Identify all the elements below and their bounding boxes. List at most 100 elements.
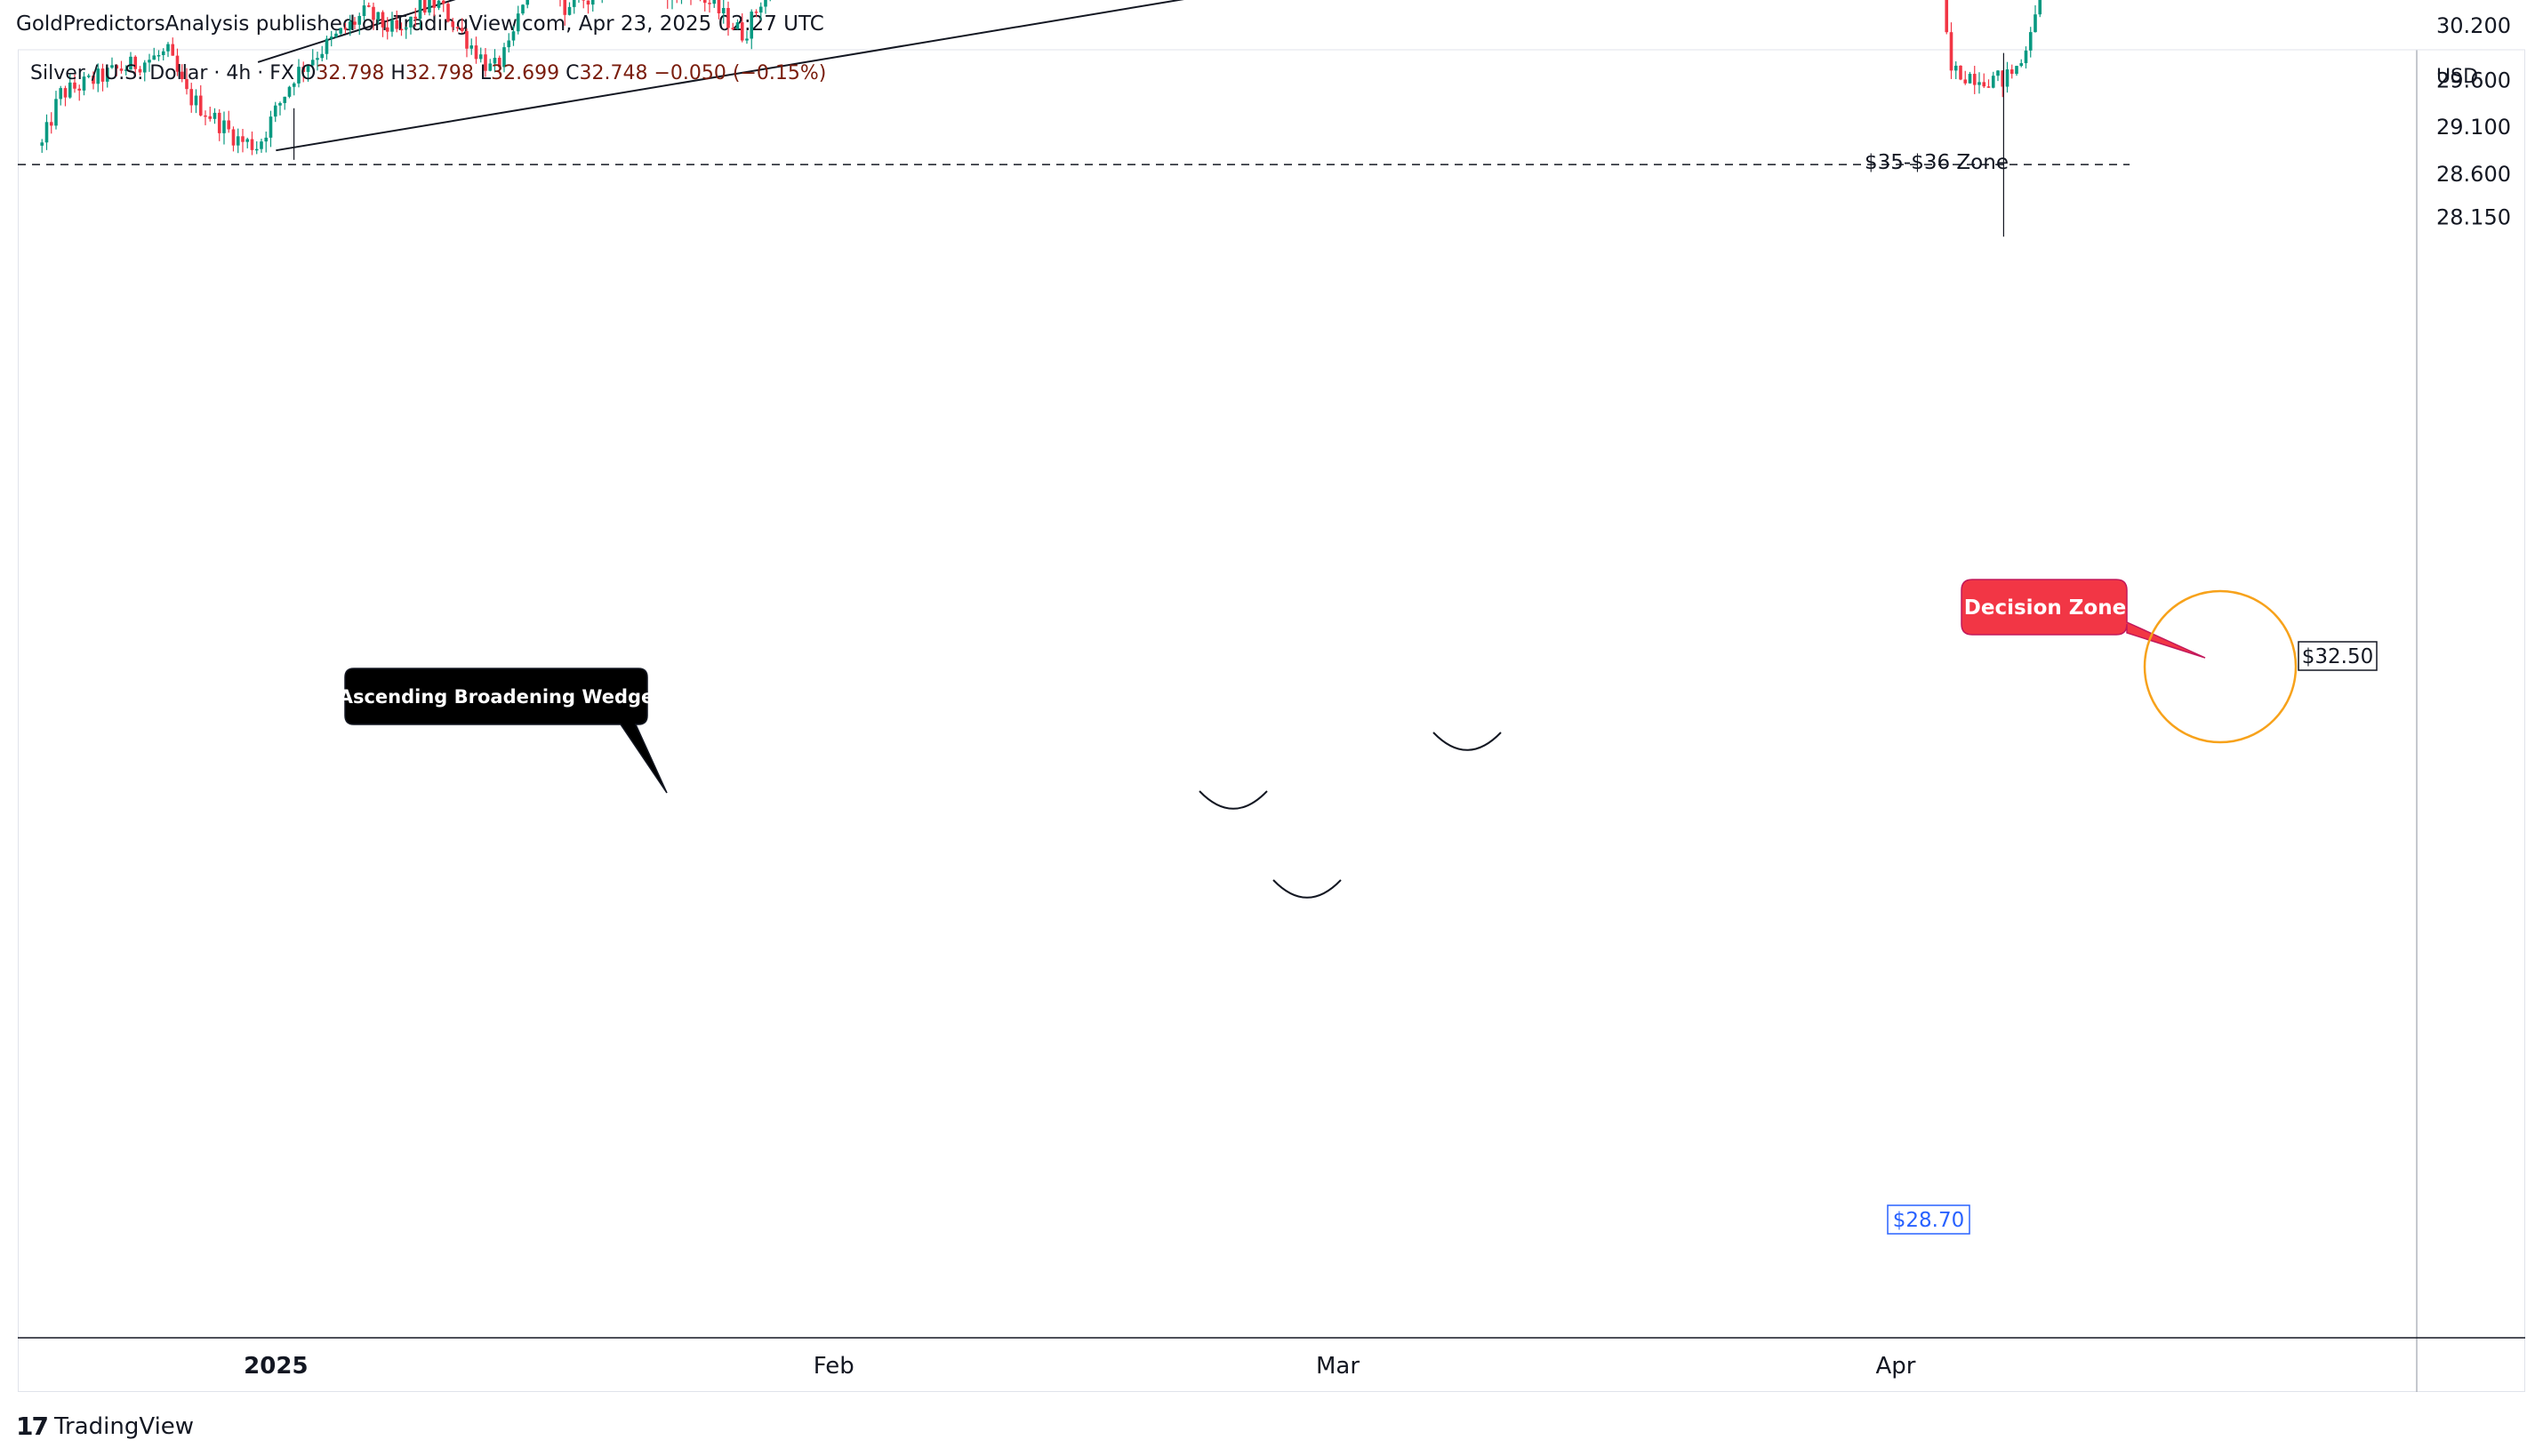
candle-body <box>152 55 156 60</box>
tradingview-logo-text: TradingView <box>53 1412 195 1440</box>
candle-body <box>488 63 493 71</box>
candle-body <box>1968 74 1972 84</box>
wedge-callout-box <box>344 668 668 794</box>
candle-body <box>717 0 721 13</box>
tradingview-logo[interactable]: 17 TradingView <box>16 1412 194 1441</box>
candle-body <box>521 4 525 14</box>
high-value: 32.798 <box>405 62 474 84</box>
time-tick-label: Apr <box>1875 1353 1915 1380</box>
candle-body <box>194 95 198 106</box>
candle-body <box>180 71 184 79</box>
symbol-name[interactable]: Silver / U.S. Dollar · 4h · FX <box>30 62 295 84</box>
price-tick-label: 29.100 <box>2436 115 2511 140</box>
candle-body <box>264 137 269 142</box>
candle-body <box>1959 65 1962 80</box>
candle-body <box>750 12 754 39</box>
candle-body <box>726 8 730 28</box>
candle-body <box>185 78 189 90</box>
candle-body <box>465 31 469 49</box>
price-3250-label: $32.50 <box>2302 645 2373 668</box>
candle-body <box>278 102 282 106</box>
change-value: −0.050 (−0.15%) <box>654 62 827 84</box>
candles[interactable] <box>40 0 2274 237</box>
candle-body <box>754 12 758 13</box>
candle-body <box>1996 70 2000 76</box>
candle-body <box>376 12 381 20</box>
candle-body <box>325 38 329 54</box>
candle-body <box>82 76 86 91</box>
price-axis[interactable]: 37.00036.00035.00034.50034.00033.50033.0… <box>2436 0 2511 229</box>
price-2870-label: $28.70 <box>1893 1209 1964 1232</box>
candle-body <box>525 0 530 5</box>
candle-body <box>586 0 590 5</box>
candle-body <box>366 5 371 7</box>
candle-body <box>590 0 595 5</box>
candle-body <box>105 68 109 82</box>
time-tick-label: 2025 <box>244 1353 308 1380</box>
candle-body <box>390 20 394 32</box>
candle-body <box>712 0 717 4</box>
candle-body <box>432 0 437 8</box>
candle-body <box>63 88 68 98</box>
open-value: 32.798 <box>316 62 385 84</box>
candle-body <box>227 120 231 130</box>
candle-body <box>297 67 301 84</box>
candle-body <box>260 141 263 149</box>
candle-body <box>478 54 483 60</box>
candle-body <box>320 53 325 59</box>
candle-body <box>404 27 408 29</box>
tradingview-logo-icon: 17 <box>16 1412 49 1441</box>
candle-body <box>721 8 726 13</box>
candle-body <box>213 112 217 119</box>
decision-zone-callout-box <box>1961 579 2206 659</box>
candle-body <box>2038 0 2042 15</box>
time-tick-label: Feb <box>814 1353 854 1380</box>
candle-body <box>2010 69 2014 75</box>
candle-body <box>708 3 711 4</box>
candle-body <box>92 76 95 84</box>
time-axis[interactable]: 2025 Feb Mar Apr <box>244 1353 1916 1380</box>
candle-body <box>241 136 245 142</box>
candle-body <box>1945 0 1949 33</box>
candle-body <box>2024 50 2028 64</box>
candle-body <box>236 136 240 146</box>
candle-body <box>124 69 128 71</box>
candle-body <box>1991 76 1995 88</box>
candle-body <box>451 21 455 28</box>
candle-body <box>138 68 142 73</box>
candle-body <box>497 57 501 68</box>
candle-body <box>582 0 586 1</box>
candle-body <box>49 122 53 126</box>
candle-body <box>357 15 362 25</box>
candle-body <box>2034 14 2037 33</box>
candle-body <box>110 65 114 68</box>
candle-body <box>86 76 91 77</box>
candle-body <box>1953 65 1958 71</box>
candle-body <box>572 0 576 7</box>
candle-body <box>142 62 147 73</box>
low-value: 32.699 <box>491 62 560 84</box>
candle-body <box>245 139 250 142</box>
decision-zone-label: Decision Zone <box>1964 596 2126 620</box>
candle-body <box>764 0 767 7</box>
currency-label[interactable]: USD <box>2436 66 2479 88</box>
candle-body <box>469 45 474 49</box>
candle-body <box>372 6 375 20</box>
candle-body <box>516 13 520 32</box>
candle-body <box>735 22 740 29</box>
candle-body <box>269 116 273 138</box>
trendline-upper <box>257 0 456 63</box>
candle-body <box>493 57 497 64</box>
candle-body <box>329 36 333 39</box>
candle-body <box>273 105 277 117</box>
trendline-lower <box>276 0 1184 152</box>
candle-body <box>54 99 58 126</box>
price-3250-box <box>2298 641 2378 671</box>
candle-body <box>287 86 292 97</box>
candle-body <box>418 0 422 20</box>
candle-body <box>161 51 165 55</box>
candle-body <box>171 44 175 56</box>
candle-body <box>133 56 138 69</box>
candle-body <box>254 148 259 151</box>
